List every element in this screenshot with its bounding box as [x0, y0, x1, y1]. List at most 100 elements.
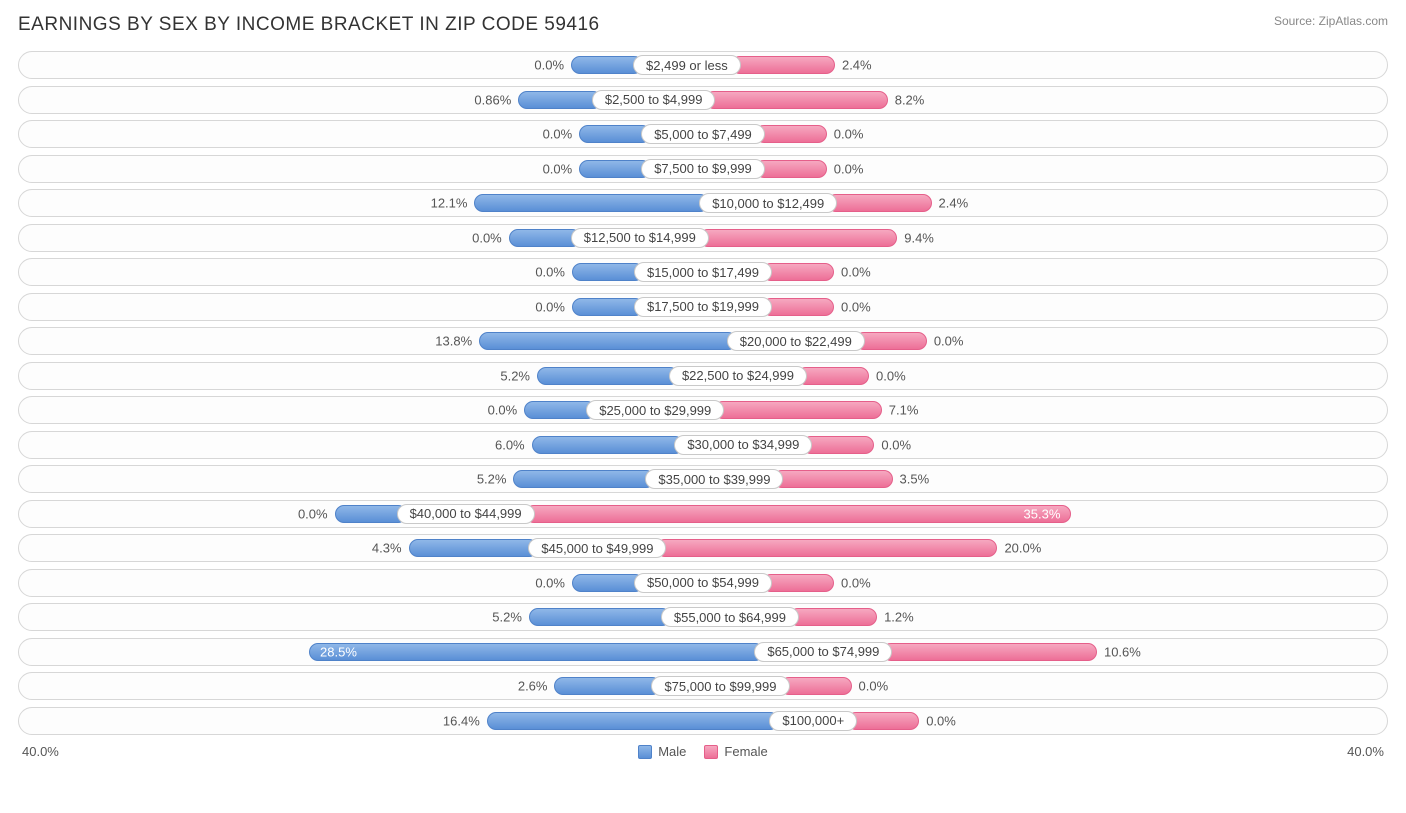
chart-row: 0.0%$2,499 or less2.4%	[18, 48, 1388, 83]
chart-row: 0.0%$15,000 to $17,4990.0%	[18, 255, 1388, 290]
female-value: 0.0%	[868, 368, 906, 383]
female-bar: 0.0%	[762, 298, 834, 316]
row-track: 0.0%$7,500 to $9,9990.0%	[18, 155, 1388, 183]
chart-row: 0.0%$12,500 to $14,9999.4%	[18, 221, 1388, 256]
female-value: 20.0%	[996, 541, 1041, 556]
female-bar: 0.0%	[797, 367, 869, 385]
male-bar: 0.86%	[518, 91, 602, 109]
bracket-label: $5,000 to $7,499	[641, 124, 765, 144]
chart-row: 12.1%$10,000 to $12,4992.4%	[18, 186, 1388, 221]
female-bar: 10.6%	[882, 643, 1097, 661]
bracket-label: $30,000 to $34,999	[674, 435, 812, 455]
bracket-label: $75,000 to $99,999	[651, 676, 789, 696]
bracket-label: $100,000+	[769, 711, 857, 731]
female-value: 0.0%	[826, 161, 864, 176]
chart-body: 0.0%$2,499 or less2.4%0.86%$2,500 to $4,…	[18, 48, 1388, 738]
male-value: 0.0%	[535, 575, 573, 590]
male-value: 5.2%	[477, 472, 515, 487]
row-track: 0.0%$40,000 to $44,99935.3%	[18, 500, 1388, 528]
male-bar: 16.4%	[487, 712, 780, 730]
chart-row: 2.6%$75,000 to $99,9990.0%	[18, 669, 1388, 704]
row-track: 0.0%$12,500 to $14,9999.4%	[18, 224, 1388, 252]
bracket-label: $2,500 to $4,999	[592, 90, 716, 110]
male-value: 0.0%	[534, 58, 572, 73]
bracket-label: $35,000 to $39,999	[645, 469, 783, 489]
male-bar: 0.0%	[509, 229, 581, 247]
row-track: 16.4%$100,000+ 0.0%	[18, 707, 1388, 735]
chart-row: 16.4%$100,000+ 0.0%	[18, 704, 1388, 739]
chart-row: 28.5%$65,000 to $74,99910.6%	[18, 635, 1388, 670]
chart-footer: 40.0% Male Female 40.0%	[18, 738, 1388, 759]
legend-male-swatch	[638, 745, 652, 759]
legend: Male Female	[638, 744, 768, 759]
bracket-label: $22,500 to $24,999	[669, 366, 807, 386]
female-bar: 3.5%	[773, 470, 892, 488]
bracket-label: $25,000 to $29,999	[586, 400, 724, 420]
male-value: 4.3%	[372, 541, 410, 556]
axis-left-max: 40.0%	[22, 744, 59, 759]
female-value: 1.2%	[876, 610, 914, 625]
row-track: 6.0%$30,000 to $34,9990.0%	[18, 431, 1388, 459]
female-value: 0.0%	[926, 334, 964, 349]
male-value: 0.0%	[472, 230, 510, 245]
chart-row: 13.8%$20,000 to $22,4990.0%	[18, 324, 1388, 359]
row-track: 4.3%$45,000 to $49,99920.0%	[18, 534, 1388, 562]
row-track: 0.0%$25,000 to $29,9997.1%	[18, 396, 1388, 424]
male-bar: 6.0%	[532, 436, 685, 454]
row-track: 13.8%$20,000 to $22,4990.0%	[18, 327, 1388, 355]
female-bar: 2.4%	[731, 56, 835, 74]
female-bar: 0.0%	[762, 263, 834, 281]
male-bar: 5.2%	[513, 470, 655, 488]
female-bar: 0.0%	[802, 436, 874, 454]
row-track: 5.2%$22,500 to $24,9990.0%	[18, 362, 1388, 390]
bracket-label: $45,000 to $49,999	[528, 538, 666, 558]
female-bar: 9.4%	[699, 229, 897, 247]
chart-row: 0.0%$7,500 to $9,9990.0%	[18, 152, 1388, 187]
male-value: 2.6%	[518, 679, 556, 694]
male-bar: 4.3%	[409, 539, 539, 557]
bracket-label: $50,000 to $54,999	[634, 573, 772, 593]
female-bar: 1.2%	[789, 608, 877, 626]
male-bar: 13.8%	[479, 332, 737, 350]
male-value: 0.0%	[543, 127, 581, 142]
chart-row: 5.2%$35,000 to $39,9993.5%	[18, 462, 1388, 497]
male-value: 0.86%	[474, 92, 519, 107]
row-track: 12.1%$10,000 to $12,4992.4%	[18, 189, 1388, 217]
row-track: 0.86%$2,500 to $4,9998.2%	[18, 86, 1388, 114]
male-value: 12.1%	[431, 196, 476, 211]
row-track: 5.2%$35,000 to $39,9993.5%	[18, 465, 1388, 493]
male-value: 0.0%	[543, 161, 581, 176]
chart-row: 0.0%$25,000 to $29,9997.1%	[18, 393, 1388, 428]
male-value: 5.2%	[500, 368, 538, 383]
legend-male: Male	[638, 744, 686, 759]
female-value: 0.0%	[851, 679, 889, 694]
bracket-label: $65,000 to $74,999	[754, 642, 892, 662]
female-bar: 7.1%	[714, 401, 881, 419]
chart-row: 5.2%$22,500 to $24,9990.0%	[18, 359, 1388, 394]
chart-row: 0.0%$17,500 to $19,9990.0%	[18, 290, 1388, 325]
female-value: 0.0%	[833, 299, 871, 314]
axis-right-max: 40.0%	[1347, 744, 1384, 759]
row-track: 0.0%$17,500 to $19,9990.0%	[18, 293, 1388, 321]
row-track: 0.0%$2,499 or less2.4%	[18, 51, 1388, 79]
female-value: 9.4%	[896, 230, 934, 245]
chart-row: 0.0%$50,000 to $54,9990.0%	[18, 566, 1388, 601]
chart-row: 0.0% $5,000 to $7,499 0.0%	[18, 117, 1388, 152]
chart-row: 5.2%$55,000 to $64,9991.2%	[18, 600, 1388, 635]
female-value: 0.0%	[826, 127, 864, 142]
female-value: 0.0%	[918, 713, 956, 728]
female-bar: 0.0%	[762, 574, 834, 592]
legend-female: Female	[704, 744, 767, 759]
chart-row: 0.86%$2,500 to $4,9998.2%	[18, 83, 1388, 118]
female-value: 0.0%	[873, 437, 911, 452]
legend-female-swatch	[704, 745, 718, 759]
bracket-label: $40,000 to $44,999	[397, 504, 535, 524]
female-value: 2.4%	[834, 58, 872, 73]
male-bar: 5.2%	[529, 608, 671, 626]
female-bar: 2.4%	[827, 194, 931, 212]
row-track: 0.0% $5,000 to $7,499 0.0%	[18, 120, 1388, 148]
female-value: 0.0%	[833, 575, 871, 590]
female-bar: 0.0%	[780, 677, 852, 695]
chart-row: 4.3%$45,000 to $49,99920.0%	[18, 531, 1388, 566]
male-value: 5.2%	[492, 610, 530, 625]
